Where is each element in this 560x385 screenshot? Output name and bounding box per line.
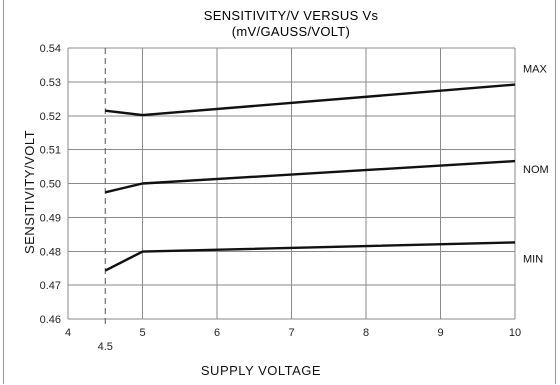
tick-labels: 0.46 0.47 0.48 0.49 0.50 0.51 0.52 0.53 0.54 4 5 6 7… <box>40 43 522 353</box>
page-border <box>3 0 556 384</box>
y-axis-label: SENSITIVITY/VOLT <box>22 130 37 254</box>
y-tick-label: 0.50 <box>40 179 61 191</box>
x-tick-label: 10 <box>509 327 521 339</box>
series-label-min: MIN <box>523 253 543 265</box>
x-tick-label: 8 <box>363 327 369 339</box>
y-tick-label: 0.52 <box>40 111 61 123</box>
marker-label: 4.5 <box>98 341 113 353</box>
series-lines <box>104 83 516 272</box>
y-tick-label: 0.51 <box>40 145 61 157</box>
series-label-nom: NOM <box>523 164 549 176</box>
y-tick-label: 0.53 <box>40 77 61 89</box>
series-label-max: MAX <box>523 64 548 76</box>
y-tick-label: 0.54 <box>40 43 61 55</box>
x-tick-label: 6 <box>214 327 220 339</box>
y-tick-label: 0.46 <box>40 314 61 326</box>
series-line-nom <box>105 159 516 194</box>
series-line-min <box>104 241 516 272</box>
chart-subtitle: (mV/GAUSS/VOLT) <box>232 24 350 39</box>
chart-title: SENSITIVITY/V VERSUS Vs <box>204 8 379 23</box>
y-tick-label: 0.47 <box>40 280 61 292</box>
y-tick-label: 0.49 <box>40 212 61 224</box>
series-line-max <box>105 83 516 117</box>
y-tick-label: 0.48 <box>40 246 61 258</box>
x-tick-label: 9 <box>437 327 443 339</box>
x-axis-label: SUPPLY VOLTAGE <box>201 363 321 378</box>
x-tick-label: 5 <box>139 327 145 339</box>
series-labels: MAX NOM MIN <box>523 64 549 266</box>
x-tick-label: 4 <box>65 327 71 339</box>
x-tick-label: 7 <box>288 327 294 339</box>
